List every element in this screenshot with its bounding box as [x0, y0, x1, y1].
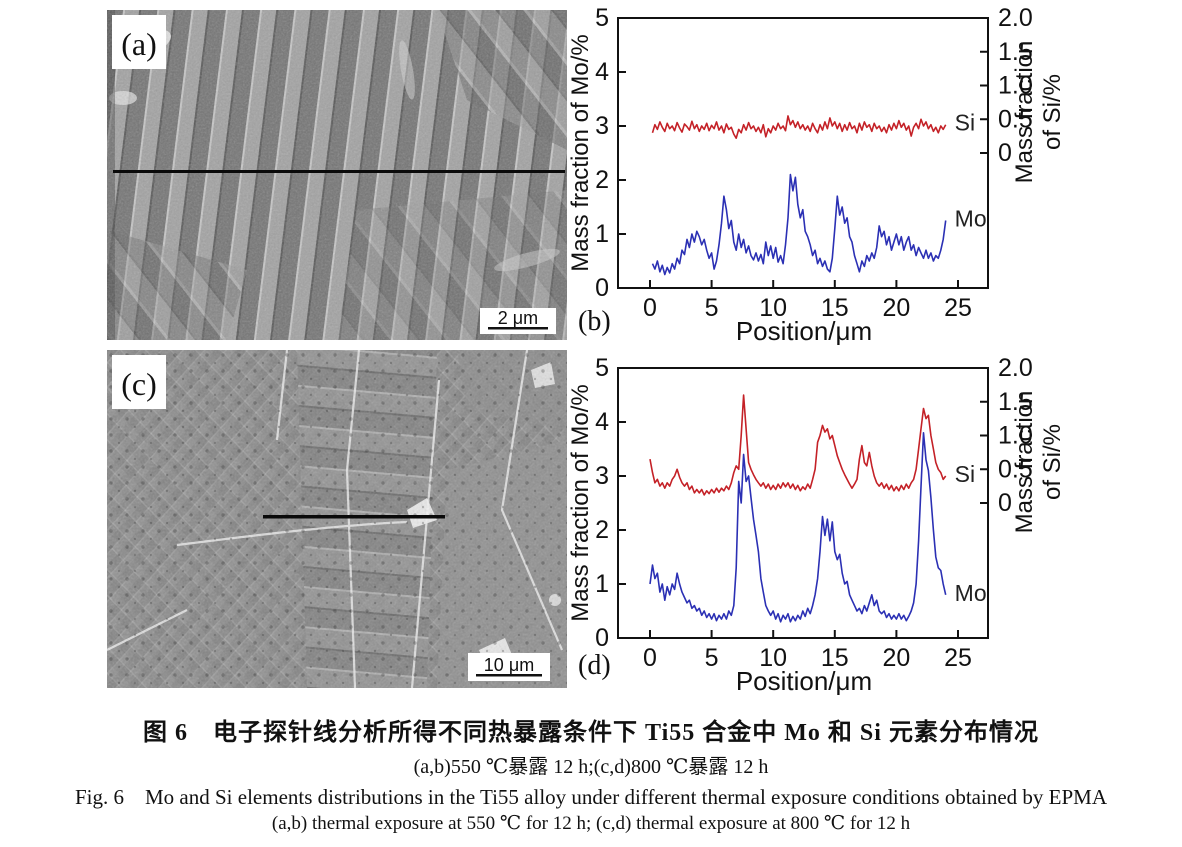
left-axis-tick-label: 3 [595, 462, 609, 490]
x-axis-tick-label: 5 [705, 294, 719, 322]
line-chart-b: 0 1 2 3 4 5 2.0 1.5 1.0 0.5 0 0 5 10 15 20 25 Position/μm… [567, 0, 1090, 348]
sem-c-texture: (c) 10 μm [107, 350, 567, 688]
series-si-label: Si [955, 110, 975, 136]
series-mo-label: Mo [955, 580, 987, 606]
panel-c-label-box: (c) [112, 355, 166, 409]
x-axis-tick-label: 10 [759, 294, 787, 322]
plot-frame [617, 17, 989, 289]
x-axis-tick-label: 0 [643, 644, 657, 672]
scale-bar-c-text: 10 μm [484, 655, 534, 675]
sem-micrograph-c: (c) 10 μm [107, 350, 567, 688]
x-axis-tick-label: 20 [882, 644, 910, 672]
x-axis-tick-label: 20 [882, 294, 910, 322]
panel-a-label: (a) [121, 26, 157, 62]
right-axis-tick-label: 1.0 [998, 422, 1033, 450]
left-axis-tick-label: 1 [595, 570, 609, 598]
left-axis-tick-label: 0 [595, 274, 609, 302]
series-si-line [649, 394, 947, 496]
right-axis-title-line: Mass fraction [1011, 391, 1038, 534]
x-axis-tick-label: 15 [821, 294, 849, 322]
left-axis-tick-label: 5 [595, 354, 609, 382]
scale-bar-a-text: 2 μm [498, 308, 538, 328]
x-axis-title: Position/μm [736, 316, 872, 346]
left-axis-tick-label: 5 [595, 4, 609, 32]
epma-scan-line-a [113, 170, 565, 173]
x-axis-tick-label: 10 [759, 644, 787, 672]
right-axis-title-line: Mass fraction [1011, 41, 1038, 184]
x-axis-tick-label: 15 [821, 644, 849, 672]
caption-chinese-title: 图 6 电子探针线分析所得不同热暴露条件下 Ti55 合金中 Mo 和 Si 元… [143, 720, 1039, 746]
x-axis-tick-label: 25 [944, 294, 972, 322]
line-chart-d: 0 1 2 3 4 5 2.0 1.5 1.0 0.5 0 0 5 10 15 20 25 Position/μm… [567, 350, 1090, 698]
panel-a-label-box: (a) [112, 15, 166, 69]
right-axis-tick-label: 0.5 [998, 105, 1033, 133]
left-axis-title: Mass fraction of Mo/% [570, 34, 594, 271]
sem-a-texture: (a) 2 μm [107, 10, 567, 340]
left-axis-tick-label: 2 [595, 516, 609, 544]
caption-english-subtitle: (a,b) thermal exposure at 550 ℃ for 12 h… [271, 813, 911, 834]
chart-b-svg: 0 1 2 3 4 5 2.0 1.5 1.0 0.5 0 0 5 10 15 20 25 Position/μm… [567, 4, 1066, 346]
right-axis-tick-label: 2.0 [998, 354, 1033, 382]
right-axis-tick-label: 0 [998, 489, 1012, 517]
right-axis-tick-label: 0 [998, 139, 1012, 167]
series-mo-line [649, 432, 947, 623]
right-axis-tick-label: 1.5 [998, 38, 1033, 66]
series-si-line [651, 115, 947, 139]
caption-chinese-subtitle: (a,b)550 ℃暴露 12 h;(c,d)800 ℃暴露 12 h [413, 756, 769, 778]
plot-frame [617, 367, 989, 639]
scale-bar-c: 10 μm [468, 653, 550, 681]
panel-b-label: (b) [578, 306, 611, 337]
axes: 0 1 2 3 4 5 2.0 1.5 1.0 0.5 0 0 5 10 15 20 25 [595, 4, 1033, 322]
panel-c-label: (c) [121, 366, 157, 402]
left-axis-tick-label: 0 [595, 624, 609, 652]
left-axis-tick-label: 4 [595, 408, 609, 436]
panel-d-label: (d) [578, 650, 611, 681]
right-axis-tick-label: 0.5 [998, 455, 1033, 483]
left-axis-title: Mass fraction of Mo/% [570, 384, 594, 621]
left-axis-tick-label: 1 [595, 220, 609, 248]
x-axis-title: Position/μm [736, 666, 872, 696]
x-axis-tick-label: 5 [705, 644, 719, 672]
right-axis-tick-label: 2.0 [998, 4, 1033, 32]
series-mo-label: Mo [955, 206, 987, 232]
chart-d-svg: 0 1 2 3 4 5 2.0 1.5 1.0 0.5 0 0 5 10 15 20 25 Position/μm… [567, 354, 1066, 696]
scale-bar-a: 2 μm [480, 308, 556, 334]
left-axis-tick-label: 4 [595, 58, 609, 86]
x-axis-tick-label: 0 [643, 294, 657, 322]
epma-scan-line-c [263, 515, 445, 519]
series-mo-line [651, 173, 947, 276]
right-axis-tick-label: 1.5 [998, 388, 1033, 416]
sem-micrograph-a: (a) 2 μm [107, 10, 567, 340]
left-axis-tick-label: 2 [595, 166, 609, 194]
x-axis-tick-label: 25 [944, 644, 972, 672]
right-axis-tick-label: 1.0 [998, 72, 1033, 100]
series-si-label: Si [955, 461, 975, 487]
right-axis-title-line: of Si/% [1039, 74, 1066, 150]
left-axis-tick-label: 3 [595, 112, 609, 140]
axes: 0 1 2 3 4 5 2.0 1.5 1.0 0.5 0 0 5 10 15 20 25 [595, 354, 1033, 672]
caption-english-title: Fig. 6 Mo and Si elements distributions … [74, 785, 1107, 809]
right-axis-title-line: of Si/% [1039, 424, 1066, 500]
